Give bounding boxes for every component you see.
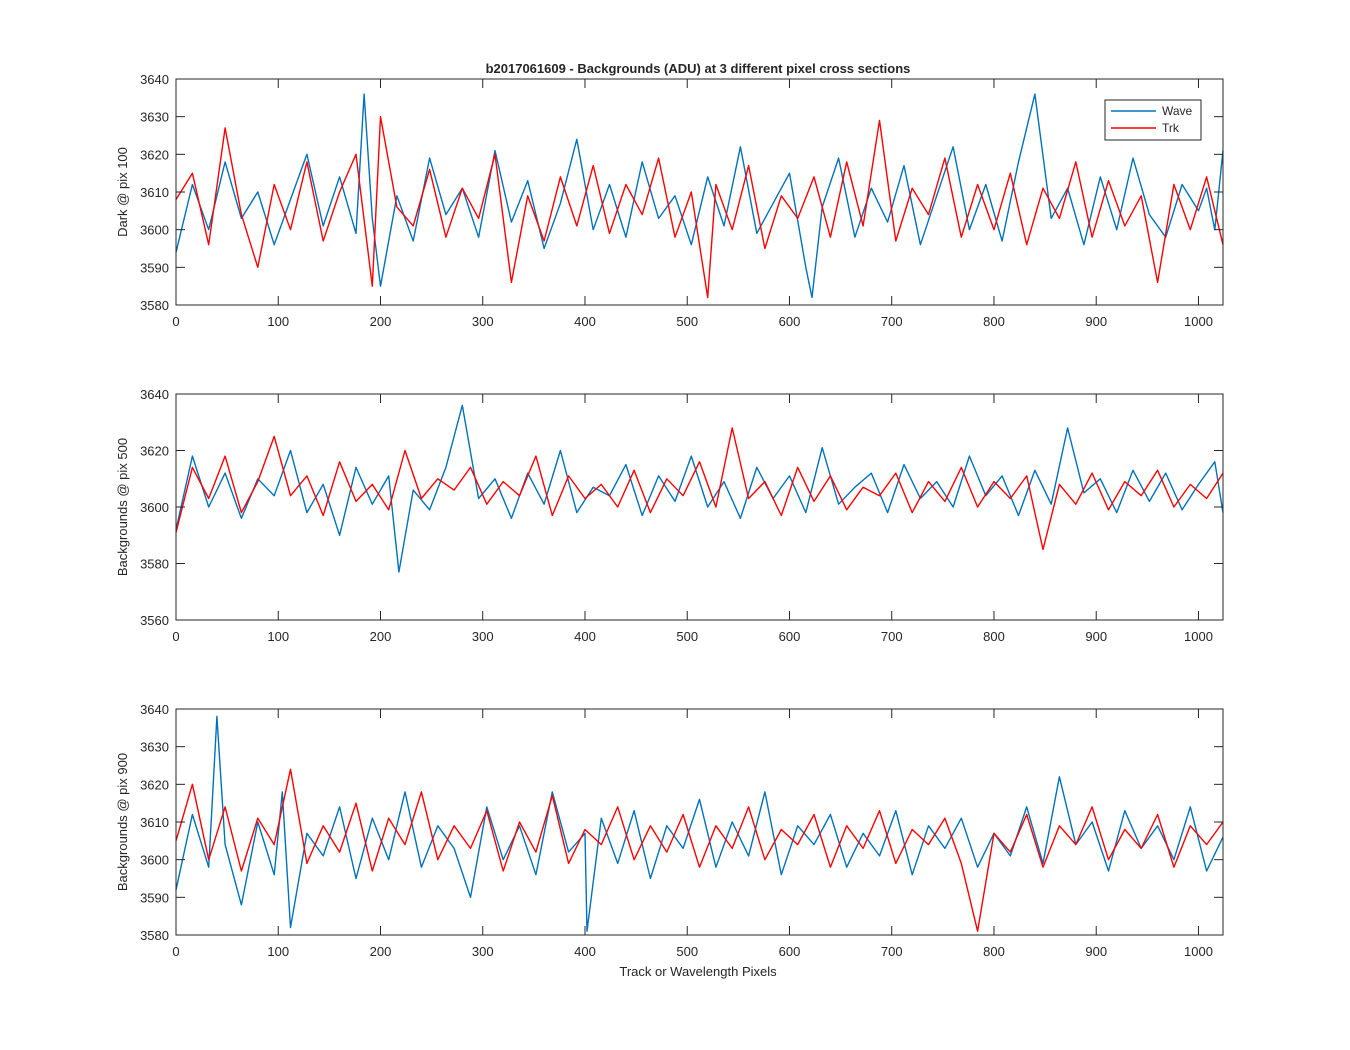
- x-tick-label: 900: [1085, 944, 1107, 959]
- x-tick-label: 400: [574, 314, 596, 329]
- x-tick-label: 800: [983, 314, 1005, 329]
- x-tick-label: 200: [370, 629, 392, 644]
- x-tick-label: 700: [881, 314, 903, 329]
- y-tick-label: 3590: [140, 890, 169, 905]
- series-line-wave-panel-3: [175, 715, 1224, 932]
- y-tick-label: 3600: [140, 223, 169, 238]
- y-tick-label: 3630: [140, 740, 169, 755]
- y-tick-label: 3560: [140, 613, 169, 628]
- x-tick-label: 600: [779, 629, 801, 644]
- x-tick-label: 1000: [1184, 314, 1213, 329]
- panel-dark-pix-100: 0 100 200 300 400 500 600 700 800 900 1000 3580 3590…: [115, 72, 1224, 329]
- panel-backgrounds-pix-900: 0 100 200 300 400 500 600 700 800 900 1000 3580 3590…: [115, 702, 1224, 959]
- y-tick-label: 3590: [140, 260, 169, 275]
- x-tick-label: 100: [267, 944, 289, 959]
- x-tick-label: 100: [267, 314, 289, 329]
- x-tick-label: 600: [779, 314, 801, 329]
- y-tick-label: 3640: [140, 702, 169, 717]
- y-tick-label: 3600: [140, 853, 169, 868]
- x-tick-label: 200: [370, 314, 392, 329]
- x-tick-label: 0: [172, 314, 179, 329]
- y-tick-label: 3610: [140, 185, 169, 200]
- x-tick-label: 500: [676, 629, 698, 644]
- x-tick-label: 1000: [1184, 944, 1213, 959]
- x-tick-label: 300: [472, 629, 494, 644]
- legend-label-trk: Trk: [1162, 121, 1180, 135]
- y-tick-label: 3620: [140, 147, 169, 162]
- series-line-wave-panel-1: [175, 93, 1224, 299]
- y-tick-label: 3580: [140, 557, 169, 572]
- x-tick-label: 1000: [1184, 629, 1213, 644]
- panel-backgrounds-pix-500: 0 100 200 300 400 500 600 700 800 900 1000 3560 3580…: [115, 387, 1224, 644]
- x-tick-label: 300: [472, 314, 494, 329]
- axes-box-panel-2: [175, 393, 1224, 621]
- x-tick-label: 800: [983, 944, 1005, 959]
- x-axis-label: Track or Wavelength Pixels: [619, 964, 777, 979]
- y-tick-label: 3630: [140, 110, 169, 125]
- x-tick-label: 900: [1085, 314, 1107, 329]
- x-tick-label: 400: [574, 629, 596, 644]
- x-tick-label: 500: [676, 944, 698, 959]
- series-line-trk-panel-1: [175, 115, 1224, 299]
- y-tick-label: 3620: [140, 444, 169, 459]
- x-tick-label: 700: [881, 944, 903, 959]
- x-tick-label: 700: [881, 629, 903, 644]
- y-tick-label: 3580: [140, 298, 169, 313]
- x-tick-label: 900: [1085, 629, 1107, 644]
- x-tick-label: 800: [983, 629, 1005, 644]
- figure-title: b2017061609 - Backgrounds (ADU) at 3 dif…: [486, 61, 911, 76]
- y-tick-label: 3610: [140, 815, 169, 830]
- legend-box: [1104, 99, 1202, 141]
- y-axis-label-panel-2: Backgrounds @ pix 500: [115, 438, 130, 576]
- x-tick-label: 0: [172, 944, 179, 959]
- series-line-wave-panel-2: [175, 404, 1224, 573]
- y-axis-label-panel-3: Backgrounds @ pix 900: [115, 753, 130, 891]
- legend-label-wave: Wave: [1162, 104, 1193, 118]
- y-tick-label: 3600: [140, 500, 169, 515]
- x-tick-label: 300: [472, 944, 494, 959]
- y-tick-label: 3640: [140, 72, 169, 87]
- x-tick-label: 400: [574, 944, 596, 959]
- y-tick-label: 3640: [140, 387, 169, 402]
- axes-box-panel-3: [175, 708, 1224, 936]
- y-axis-label-panel-1: Dark @ pix 100: [115, 147, 130, 237]
- x-tick-label: 100: [267, 629, 289, 644]
- series-line-trk-panel-3: [175, 768, 1224, 932]
- x-tick-label: 500: [676, 314, 698, 329]
- y-tick-label: 3580: [140, 928, 169, 943]
- legend: Wave Trk: [1104, 99, 1202, 141]
- x-tick-label: 600: [779, 944, 801, 959]
- y-tick-label: 3620: [140, 777, 169, 792]
- x-tick-label: 0: [172, 629, 179, 644]
- series-line-trk-panel-2: [175, 427, 1224, 551]
- x-tick-label: 200: [370, 944, 392, 959]
